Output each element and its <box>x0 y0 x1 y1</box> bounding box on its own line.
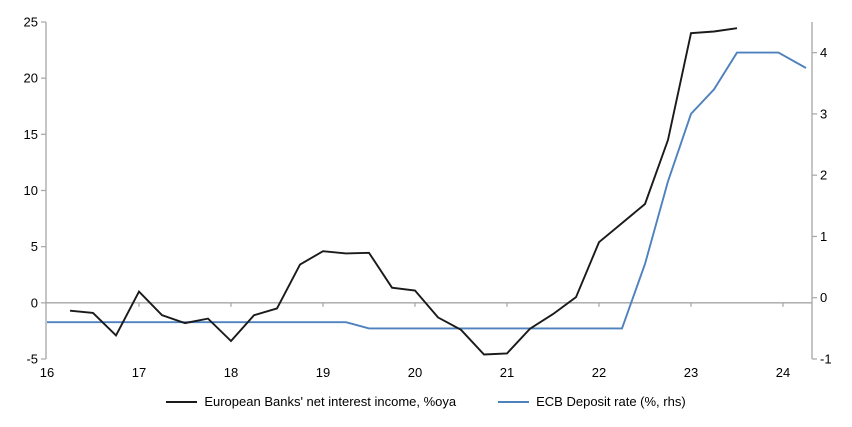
left-axis-tick-label: 20 <box>24 71 38 86</box>
legend-label-ecb-deposit-rate: ECB Deposit rate (%, rhs) <box>536 394 686 409</box>
right-axis-tick-label: 3 <box>820 106 827 121</box>
series-line-ecb-deposit-rate <box>47 51 807 330</box>
right-axis-tick-label: 4 <box>820 45 827 60</box>
left-axis-tick-label: -5 <box>26 352 38 367</box>
x-axis-year-label: 21 <box>500 365 514 380</box>
x-axis-year-label: 19 <box>316 365 330 380</box>
legend-line-sample-black <box>166 400 198 403</box>
chart-legend: European Banks' net interest income, %oy… <box>0 394 852 409</box>
left-axis-tick-label: 0 <box>31 295 38 310</box>
left-axis-tick-label: 15 <box>24 127 38 142</box>
x-axis-year-label: 17 <box>132 365 146 380</box>
x-axis-year-label: 16 <box>40 365 54 380</box>
left-axis-tick-label: 5 <box>31 239 38 254</box>
x-axis-year-label: 18 <box>224 365 238 380</box>
right-axis-tick-label: 0 <box>820 290 827 305</box>
x-axis-year-label: 20 <box>408 365 422 380</box>
x-axis-year-label: 23 <box>684 365 698 380</box>
legend-item-ecb-deposit-rate: ECB Deposit rate (%, rhs) <box>498 394 686 409</box>
left-axis-tick-label: 25 <box>24 15 38 30</box>
legend-item-net-interest-income: European Banks' net interest income, %oy… <box>166 394 456 409</box>
right-axis-tick-label: -1 <box>820 352 832 367</box>
legend-label-net-interest-income: European Banks' net interest income, %oy… <box>204 394 457 409</box>
x-axis-year-label: 22 <box>592 365 606 380</box>
legend-line-sample-blue <box>498 400 530 403</box>
left-axis-tick-label: 10 <box>24 183 38 198</box>
x-axis-year-label: 24 <box>776 365 790 380</box>
right-axis-tick-label: 2 <box>820 168 827 183</box>
series-line-net-interest-income <box>69 27 738 356</box>
right-axis-tick-label: 1 <box>820 229 827 244</box>
